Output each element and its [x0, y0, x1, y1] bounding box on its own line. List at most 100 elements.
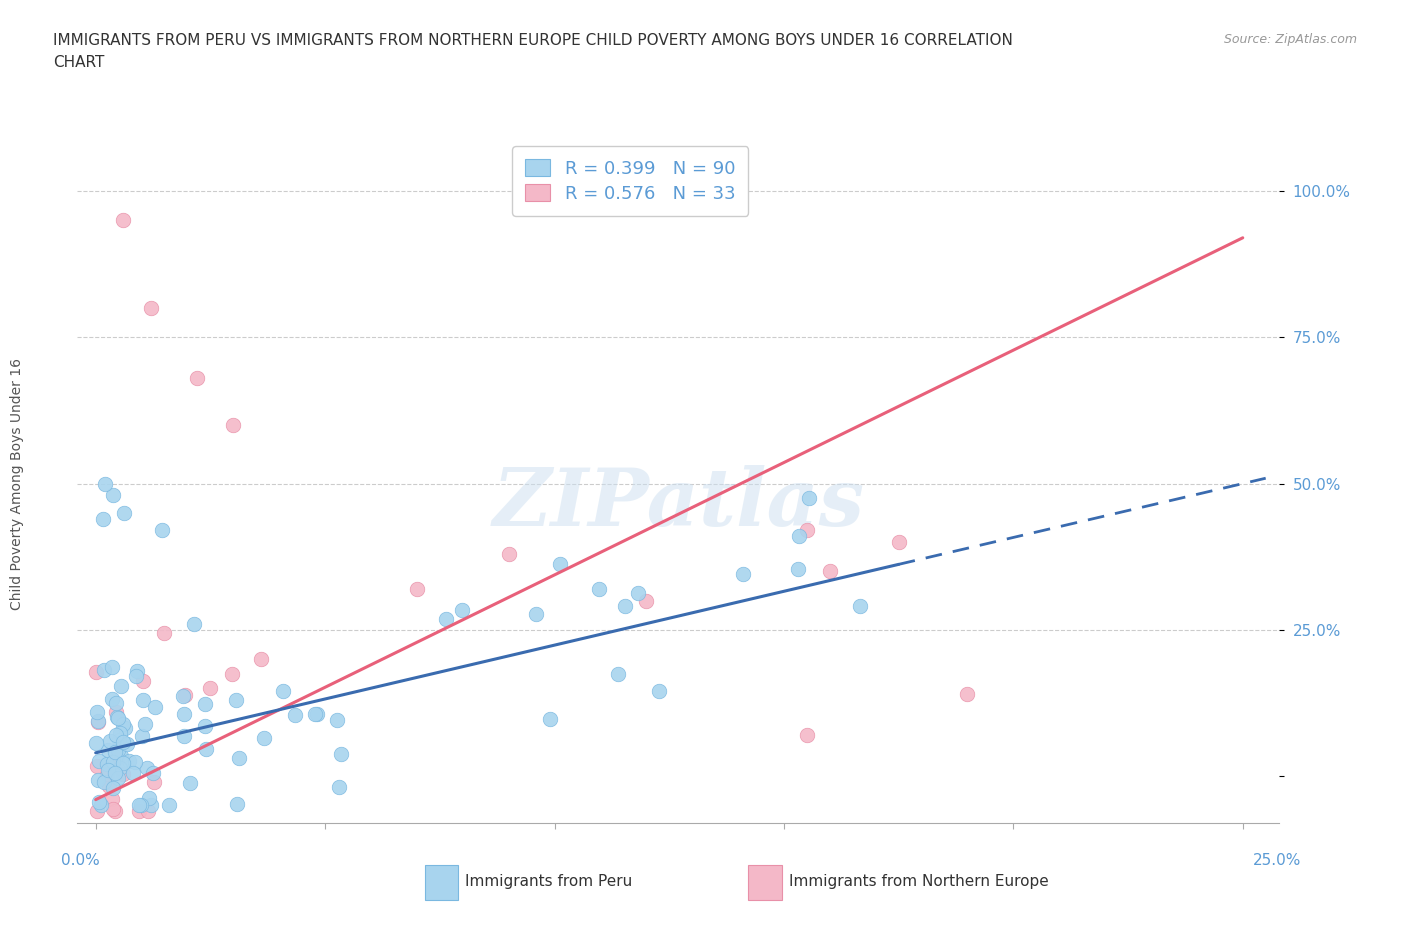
Point — [328, 779, 350, 794]
Point — [87, 773, 110, 788]
Point — [173, 728, 195, 743]
Point — [115, 737, 138, 751]
Point — [104, 765, 127, 780]
Point — [271, 684, 294, 699]
Text: Immigrants from Peru: Immigrants from Peru — [465, 874, 633, 889]
Point — [647, 684, 669, 698]
Point — [174, 687, 197, 702]
Point — [131, 728, 153, 743]
Text: Source: ZipAtlas.com: Source: ZipAtlas.com — [1223, 33, 1357, 46]
Point — [110, 749, 132, 764]
Point — [818, 564, 841, 578]
Point — [105, 751, 128, 765]
Point — [627, 585, 650, 600]
Point — [173, 707, 195, 722]
Point — [93, 663, 115, 678]
Point — [796, 728, 818, 743]
Point — [139, 300, 162, 315]
Legend: R = 0.399   N = 90, R = 0.576   N = 33: R = 0.399 N = 90, R = 0.576 N = 33 — [513, 146, 748, 216]
Text: IMMIGRANTS FROM PERU VS IMMIGRANTS FROM NORTHERN EUROPE CHILD POVERTY AMONG BOYS: IMMIGRANTS FROM PERU VS IMMIGRANTS FROM … — [53, 33, 1014, 70]
Point — [86, 759, 108, 774]
Point — [105, 705, 128, 720]
Point — [96, 763, 118, 777]
Point — [129, 798, 152, 813]
Point — [121, 765, 143, 780]
Point — [104, 804, 127, 818]
Point — [96, 766, 118, 781]
Point — [143, 775, 166, 790]
Text: 25.0%: 25.0% — [1253, 853, 1301, 868]
Point — [789, 528, 811, 543]
Point — [84, 736, 107, 751]
Point — [101, 692, 124, 707]
Point — [141, 798, 163, 813]
Point — [112, 505, 135, 520]
Point — [118, 753, 141, 768]
Point — [111, 756, 134, 771]
Point — [86, 804, 108, 818]
Point — [105, 710, 128, 724]
Point — [304, 707, 326, 722]
Point — [548, 556, 571, 571]
Point — [110, 679, 132, 694]
Point — [87, 753, 110, 768]
Point — [125, 669, 148, 684]
Point — [253, 731, 276, 746]
Point — [108, 733, 131, 748]
Point — [104, 744, 127, 759]
Point — [731, 566, 754, 581]
Point — [87, 714, 110, 729]
Point — [112, 213, 135, 228]
Point — [107, 743, 129, 758]
Point — [89, 795, 111, 810]
Point — [225, 693, 247, 708]
Point — [179, 776, 201, 790]
Point — [100, 659, 122, 674]
Point — [103, 488, 125, 503]
Point — [498, 547, 520, 562]
Point — [96, 757, 118, 772]
Point — [86, 704, 108, 719]
Point — [107, 771, 129, 786]
Point — [94, 476, 117, 491]
Point — [284, 708, 307, 723]
Point — [128, 804, 150, 818]
Point — [194, 697, 217, 711]
Point — [101, 781, 124, 796]
Point — [138, 790, 160, 805]
Text: ZIPatlas: ZIPatlas — [492, 465, 865, 543]
Point — [127, 664, 149, 679]
Point — [98, 734, 121, 749]
Point — [105, 727, 128, 742]
Point — [305, 706, 328, 721]
Point — [141, 765, 163, 780]
Point — [799, 491, 821, 506]
Point — [451, 603, 474, 618]
Point — [101, 791, 124, 806]
Point — [84, 665, 107, 680]
Point — [98, 778, 121, 793]
Point — [325, 713, 347, 728]
Point — [786, 562, 808, 577]
Point — [104, 696, 127, 711]
Point — [588, 581, 610, 596]
Point — [172, 688, 194, 703]
Point — [93, 775, 115, 790]
Point — [145, 700, 167, 715]
Point — [132, 693, 155, 708]
Point — [111, 735, 134, 750]
Point — [956, 687, 979, 702]
Point — [524, 606, 547, 621]
Point — [124, 754, 146, 769]
Point — [136, 804, 159, 818]
Point — [107, 711, 129, 725]
Point — [538, 711, 561, 726]
Point — [135, 760, 157, 775]
Point — [222, 418, 245, 432]
Point — [200, 681, 222, 696]
Point — [97, 743, 120, 758]
Point — [128, 798, 150, 813]
Point — [134, 717, 156, 732]
Text: Immigrants from Northern Europe: Immigrants from Northern Europe — [789, 874, 1049, 889]
Point — [194, 741, 217, 756]
